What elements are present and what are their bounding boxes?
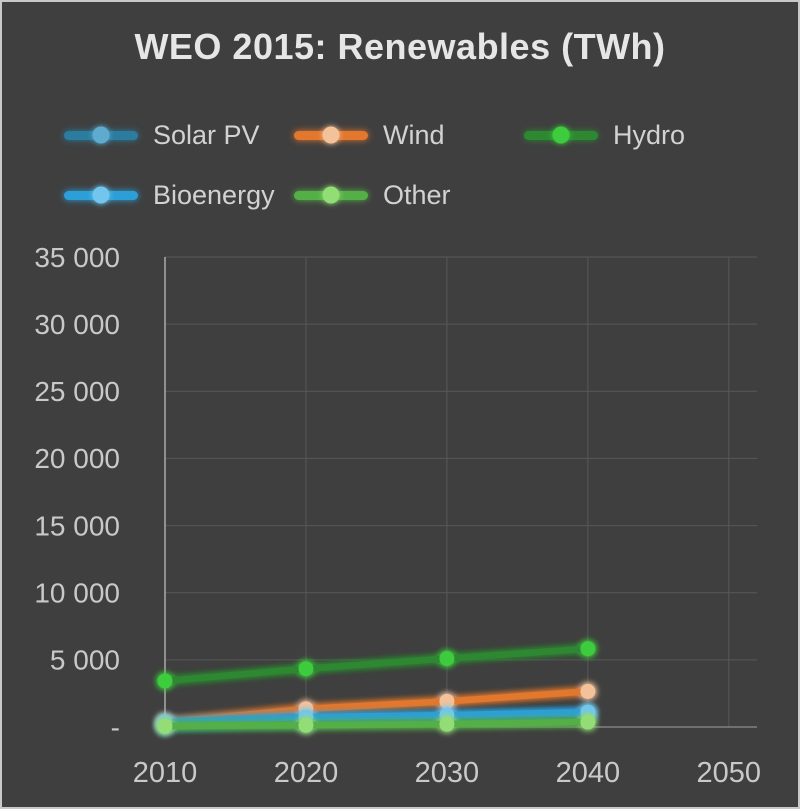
point-hydro-2030 <box>439 651 455 667</box>
point-wind-2030 <box>439 693 455 709</box>
legend-item-hydro: Hydro <box>524 118 685 152</box>
y-tick-label-20000: 20 000 <box>34 443 120 474</box>
point-other-2030 <box>439 716 455 732</box>
legend-swatch-wind <box>294 126 368 144</box>
legend-label-solar-pv: Solar PV <box>153 119 260 150</box>
legend-swatch-solar-pv <box>64 126 138 144</box>
point-solar-pv-2010 <box>157 719 173 735</box>
legend-swatch-hydro <box>524 126 598 144</box>
legend-item-solar-pv: Solar PV <box>64 118 260 152</box>
series-line-bioenergy <box>161 708 592 726</box>
y-tick-label-0: - <box>111 712 120 743</box>
legend-label-bioenergy: Bioenergy <box>153 179 275 210</box>
point-hydro-2040 <box>580 641 596 657</box>
legend-marker-dot-icon <box>92 126 110 144</box>
y-tick-label-5000: 5 000 <box>50 645 120 676</box>
x-tick-label-2050: 2050 <box>697 757 762 789</box>
series-solar-pv <box>157 706 596 735</box>
y-tick-label-15000: 15 000 <box>34 510 120 541</box>
legend-label-hydro: Hydro <box>613 119 686 150</box>
series-other <box>157 714 596 734</box>
point-other-2040 <box>580 714 596 730</box>
point-other-2020 <box>298 717 314 733</box>
legend-marker-dot-icon <box>322 126 340 144</box>
legend-swatch-bioenergy <box>64 186 138 204</box>
point-hydro-2010 <box>157 673 173 689</box>
y-tick-label-25000: 25 000 <box>34 376 120 407</box>
point-wind-2020 <box>298 701 314 717</box>
series-line-hydro <box>161 645 592 685</box>
x-tick-label-2010: 2010 <box>133 757 198 789</box>
point-wind-2010 <box>157 714 173 730</box>
series-layer <box>157 641 596 735</box>
grid-layer <box>164 256 757 728</box>
point-solar-pv-2040 <box>580 706 596 722</box>
legend-marker-dot-icon <box>322 186 340 204</box>
legend-label-wind: Wind <box>383 119 445 150</box>
series-line-other <box>161 718 592 730</box>
axis-label-layer: - 5 000 10 000 15 000 20 000 25 000 30 000 35 0… <box>34 242 761 789</box>
point-solar-pv-2030 <box>439 710 455 726</box>
x-tick-label-2020: 2020 <box>274 757 339 789</box>
series-hydro <box>157 641 596 689</box>
legend-item-bioenergy: Bioenergy <box>64 178 275 212</box>
legend-label-other: Other <box>383 179 451 210</box>
y-tick-label-35000: 35 000 <box>34 242 120 273</box>
legend-item-other: Other <box>294 178 451 212</box>
point-bioenergy-2040 <box>580 704 596 720</box>
y-tick-label-10000: 10 000 <box>34 578 120 609</box>
series-wind <box>157 683 596 730</box>
legend-item-wind: Wind <box>294 118 445 152</box>
chart-title: WEO 2015: Renewables (TWh) <box>134 26 666 67</box>
x-tick-label-2030: 2030 <box>415 757 480 789</box>
series-line-wind <box>161 688 592 726</box>
legend-marker-dot-icon <box>92 186 110 204</box>
series-line-solar-pv <box>161 710 592 730</box>
point-solar-pv-2020 <box>298 714 314 730</box>
point-other-2010 <box>157 718 173 734</box>
legend-swatch-other <box>294 186 368 204</box>
legend-marker-dot-icon <box>552 126 570 144</box>
y-tick-label-30000: 30 000 <box>34 309 120 340</box>
point-hydro-2020 <box>298 661 314 677</box>
point-bioenergy-2010 <box>157 715 173 731</box>
series-bioenergy <box>157 704 596 731</box>
point-wind-2040 <box>580 683 596 699</box>
x-tick-label-2040: 2040 <box>556 757 621 789</box>
point-bioenergy-2020 <box>298 709 314 725</box>
point-bioenergy-2030 <box>439 707 455 723</box>
